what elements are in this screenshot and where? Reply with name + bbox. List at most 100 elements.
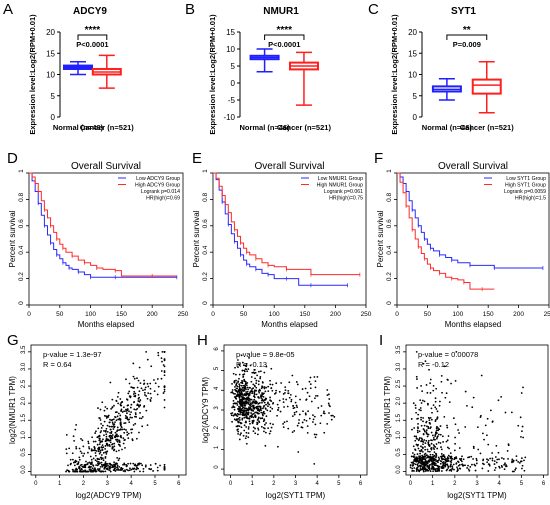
scatter-point [127,437,130,440]
scatter-point [435,443,438,445]
scatter-point [245,435,248,438]
scatter-point [498,465,500,468]
scatter-point [271,389,274,392]
scatter-point [517,424,520,427]
scatter-point [422,467,424,469]
x-tick-label: 50 [56,311,64,318]
scatter-point [426,455,429,458]
scatter-point [116,435,119,438]
scatter-point [242,434,245,437]
scatter-point [112,466,114,469]
y-tick-label: 5 [413,92,418,101]
scatter-point [426,448,429,451]
scatter-point [128,467,131,470]
scatter-point [414,448,416,451]
scatter-point [96,443,99,446]
x-tick-label: 250 [178,311,189,318]
scatter-point [282,393,285,395]
scatter-point [479,452,482,455]
scatter-point [410,418,413,420]
scatter-point [108,425,111,428]
scatter-point [122,442,125,445]
scatter-point [230,414,233,417]
scatter-point [486,458,488,461]
y-tick-label: 0.6 [202,219,209,228]
scatter-point [235,414,238,417]
scatter-point [260,411,263,414]
scatter-point [314,380,317,383]
scatter-point [127,392,130,395]
scatter-point [427,450,429,453]
scatter-point [247,426,250,428]
scatter-point [239,394,242,397]
scatter-point [98,443,101,446]
scatter-point [111,406,114,409]
scatter-point [455,462,458,465]
scatter-point [244,410,247,412]
scatter-point [288,381,291,384]
scatter-point [120,410,122,412]
scatter-point [262,395,265,398]
scatter-point [123,431,126,434]
scatter-point [259,406,262,409]
y-tick-label: 5 [214,366,220,370]
scatter-point [425,439,428,442]
p-value-label: P<0.0001 [76,40,108,49]
scatter-point [109,441,112,444]
scatter-point [259,377,262,380]
stat-annotation: R = -0.12 [418,360,449,369]
scatter-point [247,399,250,402]
scatter-point [454,379,457,382]
scatter-point [487,470,490,472]
scatter-point [88,447,91,450]
scatter-point [434,462,437,465]
scatter-point [432,459,435,462]
scatter-point [139,404,141,407]
scatter-point [271,407,274,410]
scatter-point [98,452,101,455]
scatter-point [432,437,435,439]
scatter-point [464,426,467,428]
scatter-point [163,390,166,393]
scatter-point [117,459,120,462]
scatter-point [242,389,245,392]
scatter-point [105,438,108,440]
scatter-point [240,395,243,398]
y-tick-label: 0.4 [386,245,393,254]
scatter-point [113,461,115,464]
scatter-point [163,350,166,353]
scatter-point [78,456,81,459]
x-tick-label: 0 [229,481,233,487]
scatter-point [99,408,102,411]
scatter-point [143,379,145,382]
scatter-point [501,457,503,459]
scatter-point [242,384,245,387]
scatter-point [245,411,248,414]
scatter-point [416,429,419,432]
scatter-point [163,385,166,388]
x-tick-label: 200 [147,311,158,318]
scatter-point [429,378,432,381]
km-curve-low [397,172,543,269]
scatter-point [433,454,436,457]
scatter-point [416,378,418,380]
scatter-point [234,396,237,398]
legend-entry: HR(high)=1.5 [515,196,546,202]
scatter-point [163,371,166,374]
scatter-point [486,461,489,463]
scatter-point [237,359,239,361]
scatter-point [123,422,126,425]
scatter-point [233,418,236,421]
scatter-point [252,430,255,433]
scatter-point [306,431,309,434]
scatter-point [233,406,236,409]
x-tick-label: 100 [269,311,280,318]
scatter-point [87,440,90,443]
y-tick-label: 10 [226,45,235,54]
scatter-point [269,396,272,399]
scatter-point [520,392,523,394]
scatter-point [425,463,428,466]
scatter-point [449,464,452,467]
scatter-point [439,442,442,444]
